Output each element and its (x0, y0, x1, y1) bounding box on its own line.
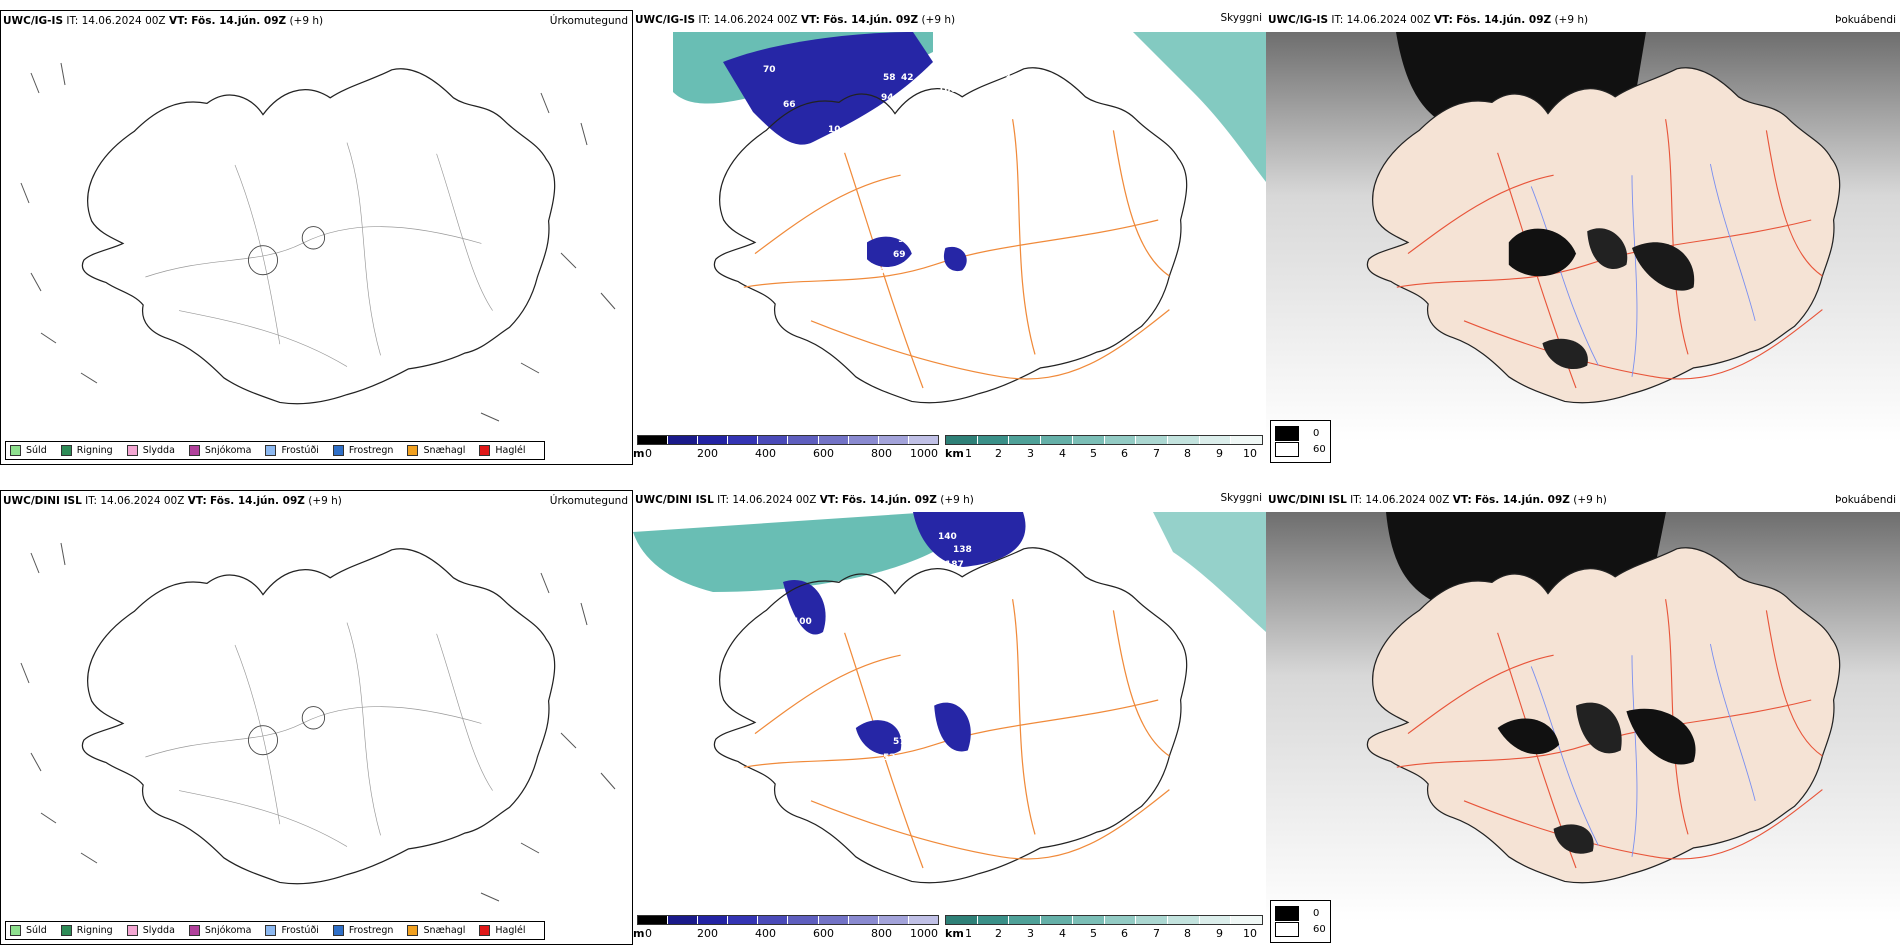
colorbar-m (637, 915, 939, 925)
panel-title: Þokuábendi (1835, 14, 1896, 26)
svg-text:58: 58 (883, 73, 896, 83)
svg-text:91: 91 (903, 595, 916, 605)
fog-panel-top: UWC/IG-IS IT: 14.06.2024 00Z VT: Fös. 14… (1266, 10, 1900, 465)
legend-item: Haglél (479, 925, 526, 936)
svg-text:52: 52 (983, 287, 996, 297)
legend-item: Frostregn (332, 445, 393, 456)
svg-text:66: 66 (783, 100, 796, 110)
legend-item: Frostregn (332, 925, 393, 936)
panel-header: UWC/DINI ISL IT: 14.06.2024 00Z VT: Fös.… (1268, 494, 1607, 506)
legend-item: Frostúði (265, 925, 319, 936)
colorbar-ticks: m 0 200 400 600 800 1000 km 1 2 3 4 5 6 … (633, 447, 1257, 460)
panel-header: UWC/IG-IS IT: 14.06.2024 00Z VT: Fös. 14… (3, 15, 324, 27)
panel-header: UWC/DINI ISL IT: 14.06.2024 00Z VT: Fös.… (3, 495, 342, 507)
precip-map (20, 542, 616, 902)
panel-header: UWC/DINI ISL IT: 14.06.2024 00Z VT: Fös.… (635, 494, 974, 506)
svg-text:69: 69 (893, 250, 906, 260)
legend-item: Haglél (479, 445, 526, 456)
precip-map (20, 62, 616, 422)
svg-text:131: 131 (993, 70, 1012, 80)
svg-text:26: 26 (933, 270, 946, 280)
svg-text:10: 10 (828, 125, 841, 135)
legend-item: Snæhagl (407, 445, 465, 456)
legend-item: Snjókoma (188, 925, 251, 936)
svg-text:94: 94 (881, 93, 894, 103)
svg-text:10: 10 (828, 605, 841, 615)
svg-text:68: 68 (995, 273, 1008, 283)
panel-title: Þokuábendi (1835, 494, 1896, 506)
panel-header: UWC/IG-IS IT: 14.06.2024 00Z VT: Fös. 14… (1268, 14, 1589, 26)
precip-legend: Súld Rigning Slydda Snjókoma Frostúði Fr… (5, 921, 545, 940)
fog-map (1266, 32, 1900, 442)
legend-item: Rigning (60, 925, 113, 936)
panel-title: Úrkomutegund (549, 15, 628, 27)
legend-item: 60 (1275, 442, 1326, 457)
fog-legend: 0 60 (1270, 900, 1331, 943)
legend-item: Súld (10, 445, 47, 456)
legend-item: Súld (10, 925, 47, 936)
svg-text:138: 138 (953, 545, 972, 555)
svg-text:76: 76 (1033, 85, 1046, 95)
svg-text:7: 7 (983, 767, 989, 777)
visibility-colorbar: m 0 200 400 600 800 1000 km 1 2 3 4 5 6 … (633, 915, 1266, 945)
fog-map (1266, 512, 1900, 922)
legend-item: 0 (1275, 426, 1326, 441)
legend-item: Frostúði (265, 445, 319, 456)
visibility-map: 131 58 42 160 94 70 66 105 10 76 98 69 5… (633, 32, 1266, 442)
visibility-panel-top: UWC/IG-IS IT: 14.06.2024 00Z VT: Fös. 14… (633, 10, 1266, 465)
legend-item: 60 (1275, 922, 1326, 937)
fog-panel-bottom: UWC/DINI ISL IT: 14.06.2024 00Z VT: Fös.… (1266, 490, 1900, 945)
panel-title: Skyggni (1220, 12, 1263, 24)
svg-text:57: 57 (893, 737, 906, 747)
svg-text:68: 68 (1023, 255, 1036, 265)
svg-text:98: 98 (898, 235, 911, 245)
visibility-panel-bottom: UWC/DINI ISL IT: 14.06.2024 00Z VT: Fös.… (633, 490, 1266, 945)
colorbar-ticks: m 0 200 400 600 800 1000 km 1 2 3 4 5 6 … (633, 927, 1257, 940)
svg-text:56: 56 (863, 280, 876, 290)
legend-item: 0 (1275, 906, 1326, 921)
svg-text:160: 160 (938, 85, 957, 95)
panel-header: UWC/IG-IS IT: 14.06.2024 00Z VT: Fös. 14… (635, 14, 956, 26)
panel-title: Úrkomutegund (549, 495, 628, 507)
legend-item: Snjókoma (188, 445, 251, 456)
precip-panel-bottom: UWC/DINI ISL IT: 14.06.2024 00Z VT: Fös.… (0, 490, 633, 945)
svg-text:53: 53 (883, 753, 896, 763)
svg-text:10: 10 (978, 257, 991, 267)
svg-text:187: 187 (945, 560, 964, 570)
svg-text:65: 65 (983, 745, 996, 755)
colorbar-m (637, 435, 939, 445)
svg-text:61: 61 (995, 745, 1008, 755)
visibility-colorbar: m 0 200 400 600 800 1000 km 1 2 3 4 5 6 … (633, 435, 1266, 465)
svg-text:67: 67 (933, 745, 946, 755)
svg-text:55: 55 (855, 767, 868, 777)
legend-item: Snæhagl (407, 925, 465, 936)
svg-text:42: 42 (901, 73, 914, 83)
svg-text:98: 98 (985, 705, 998, 715)
legend-item: Rigning (60, 445, 113, 456)
colorbar-km (945, 435, 1263, 445)
precip-legend: Súld Rigning Slydda Snjókoma Frostúði Fr… (5, 441, 545, 460)
svg-text:55: 55 (878, 267, 891, 277)
svg-text:70: 70 (763, 65, 776, 75)
svg-text:100: 100 (793, 617, 812, 627)
precip-panel-top: UWC/IG-IS IT: 14.06.2024 00Z VT: Fös. 14… (0, 10, 633, 465)
fog-legend: 0 60 (1270, 420, 1331, 463)
legend-item: Slydda (126, 925, 175, 936)
colorbar-km (945, 915, 1263, 925)
svg-text:105: 105 (823, 140, 842, 150)
svg-text:140: 140 (938, 532, 957, 542)
panel-title: Skyggni (1220, 492, 1263, 504)
legend-item: Slydda (126, 445, 175, 456)
visibility-map: 140 138 187 91 100 10 98 57 53 55 65 61 … (633, 512, 1266, 922)
